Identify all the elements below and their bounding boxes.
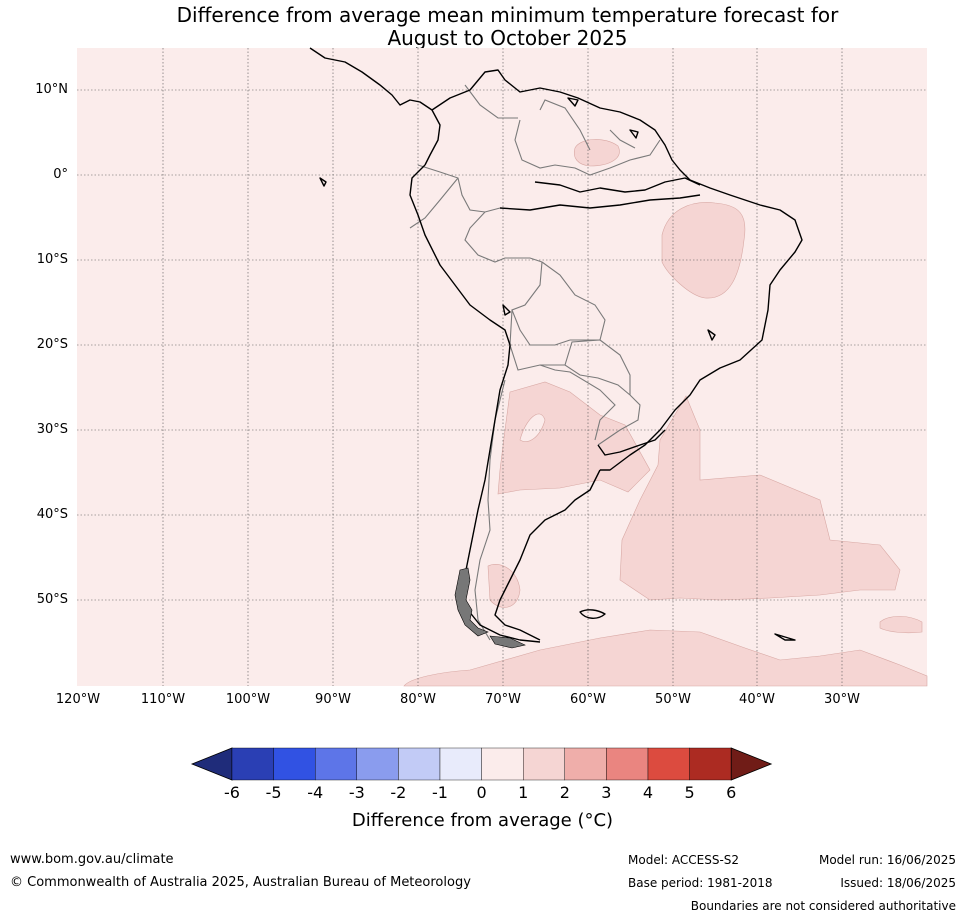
colorbar-tick-label: 6 bbox=[726, 783, 737, 802]
colorbar-tick-label: 5 bbox=[684, 783, 695, 802]
region-guiana bbox=[573, 139, 620, 167]
colorbar-title: Difference from average (°C) bbox=[351, 810, 614, 831]
colorbar-tick-label: -4 bbox=[307, 783, 324, 802]
lon-label-80w: 80°W bbox=[400, 692, 436, 707]
island-marajo bbox=[629, 129, 639, 139]
colorbar-tick-label: 0 bbox=[476, 783, 487, 802]
lon-label-40w: 40°W bbox=[739, 692, 775, 707]
lon-label-60w: 60°W bbox=[570, 692, 606, 707]
colorbar-extend-low bbox=[190, 747, 233, 781]
lake-brazil bbox=[707, 329, 716, 341]
colorbar-tick-label: -6 bbox=[224, 783, 240, 802]
colorbar-cells bbox=[190, 747, 773, 781]
lat-label-30s: 30°S bbox=[36, 422, 68, 437]
colorbar-tick-label: -3 bbox=[348, 783, 365, 802]
region-ne-brazil bbox=[661, 202, 746, 299]
coast-patagonia-atlantic bbox=[494, 469, 601, 641]
lat-label-20s: 20°S bbox=[36, 337, 68, 352]
colorbar-tick-label: 1 bbox=[518, 783, 529, 802]
region-south-atlantic bbox=[619, 395, 901, 601]
colorbar-cell bbox=[356, 747, 399, 781]
island-falklands bbox=[579, 609, 606, 619]
region-central-argentina bbox=[497, 381, 651, 495]
colorbar-cell bbox=[647, 747, 690, 781]
colorbar-cell bbox=[606, 747, 649, 781]
colorbar-tick-label: 3 bbox=[601, 783, 612, 802]
colorbar-cell bbox=[314, 747, 357, 781]
lake-titicaca bbox=[502, 304, 511, 316]
lon-label-30w: 30°W bbox=[824, 692, 860, 707]
footer-copyright: © Commonwealth of Australia 2025, Austra… bbox=[10, 875, 471, 890]
coast-caribbean bbox=[431, 69, 803, 471]
footer-model: Model: ACCESS-S2 bbox=[628, 853, 740, 867]
lon-label-50w: 50°W bbox=[655, 692, 691, 707]
coast-amazon-river bbox=[534, 177, 701, 193]
lon-label-90w: 90°W bbox=[315, 692, 351, 707]
colorbar-tick-label: -5 bbox=[265, 783, 282, 802]
footer-website: www.bom.gov.au/climate bbox=[10, 852, 174, 867]
country-borders bbox=[409, 84, 661, 641]
colorbar-extend-high bbox=[730, 747, 773, 781]
title-line-1: Difference from average mean minimum tem… bbox=[176, 3, 839, 27]
colorbar bbox=[190, 747, 773, 781]
colorbar-tick-label: -2 bbox=[390, 783, 407, 802]
colorbar-tick-label: 2 bbox=[559, 783, 570, 802]
lon-label-120w: 120°W bbox=[55, 692, 101, 707]
colorbar-cell bbox=[481, 747, 524, 781]
lat-label-50s: 50°S bbox=[36, 592, 68, 607]
colorbar-cell bbox=[273, 747, 316, 781]
lat-label-40s: 40°S bbox=[36, 507, 68, 522]
region-south-georgia-east bbox=[879, 616, 923, 634]
colorbar-cell bbox=[439, 747, 482, 781]
footer-base-period: Base period: 1981-2018 bbox=[628, 876, 773, 890]
coast-amazon-2 bbox=[499, 194, 701, 211]
lon-label-70w: 70°W bbox=[485, 692, 521, 707]
colorbar-tick-label: 4 bbox=[642, 783, 654, 802]
colorbar-cell bbox=[398, 747, 441, 781]
coast-central-america bbox=[309, 47, 441, 166]
lat-label-0: 0° bbox=[53, 167, 68, 182]
region-inner-cutout bbox=[519, 413, 546, 442]
lat-label-10s: 10°S bbox=[36, 252, 68, 267]
colorbar-tick-label: -1 bbox=[432, 783, 448, 802]
chile-fjords bbox=[454, 567, 526, 649]
island-trinidad bbox=[567, 97, 579, 107]
title-line-2: August to October 2025 bbox=[387, 26, 628, 50]
graticule bbox=[77, 48, 927, 686]
lat-label-10n: 10°N bbox=[35, 82, 68, 97]
colorbar-cell bbox=[689, 747, 732, 781]
colorbar-cell bbox=[231, 747, 274, 781]
colorbar-cell bbox=[564, 747, 607, 781]
footer-issued: Issued: 18/06/2025 bbox=[840, 876, 956, 890]
region-southern-ocean bbox=[403, 629, 928, 687]
lon-label-110w: 110°W bbox=[140, 692, 186, 707]
coast-rio-plata bbox=[597, 429, 666, 456]
island-south-georgia bbox=[774, 633, 796, 641]
island-galapagos bbox=[319, 177, 327, 187]
footer-model-run: Model run: 16/06/2025 bbox=[818, 853, 956, 867]
anomaly-regions-1-2 bbox=[403, 139, 928, 687]
colorbar-cell bbox=[523, 747, 566, 781]
footer-disclaimer: Boundaries are not considered authoritat… bbox=[690, 899, 956, 913]
map-title: Difference from average mean minimum tem… bbox=[0, 4, 965, 50]
lon-label-100w: 100°W bbox=[225, 692, 271, 707]
